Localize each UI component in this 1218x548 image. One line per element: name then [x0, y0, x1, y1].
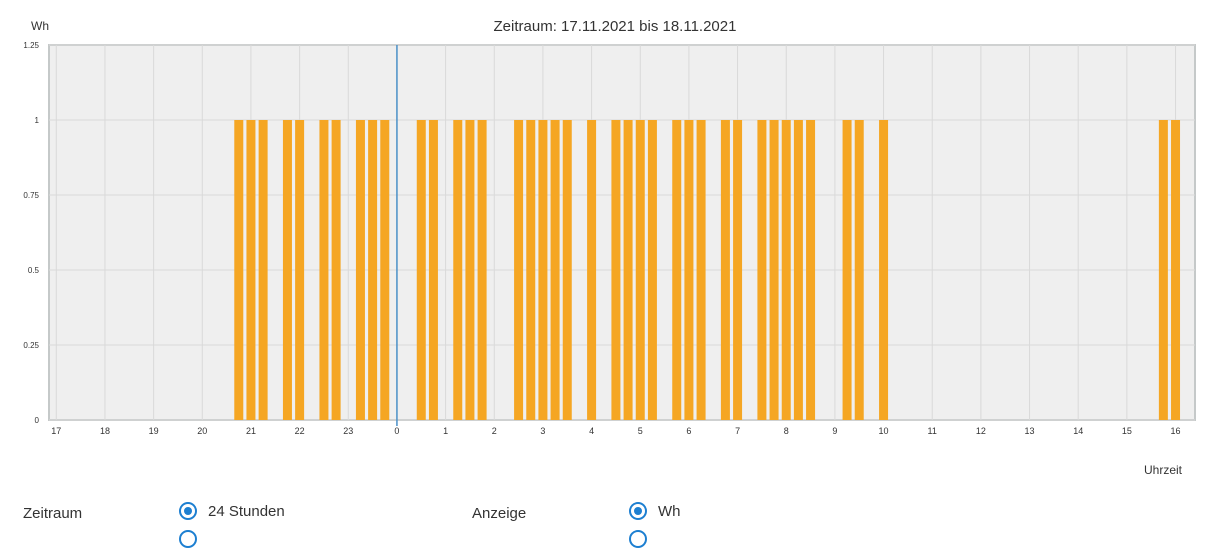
x-tick-label: 21	[246, 426, 256, 436]
bar	[514, 120, 524, 420]
bar	[428, 120, 438, 420]
bar	[757, 120, 767, 420]
y-tick-label: 1.25	[23, 41, 39, 50]
radio-unselected-icon[interactable]	[629, 530, 647, 548]
x-tick-label: 12	[976, 426, 986, 436]
bar	[465, 120, 475, 420]
bar	[331, 120, 341, 420]
bar	[550, 120, 560, 420]
x-tick-label: 1	[443, 426, 448, 436]
x-tick-label: 23	[343, 426, 353, 436]
y-tick-label: 0.5	[28, 266, 40, 275]
anzeige-option-label: Wh	[658, 502, 681, 520]
chart-title: Zeitraum: 17.11.2021 bis 18.11.2021	[494, 18, 737, 35]
bar	[282, 120, 292, 420]
bar	[647, 120, 657, 420]
zeitraum-option-label: 24 Stunden	[208, 502, 285, 520]
x-tick-label: 9	[832, 426, 837, 436]
anzeige-label: Anzeige	[472, 505, 527, 522]
bar	[854, 120, 864, 420]
anzeige-option-wh[interactable]: Wh	[629, 502, 681, 520]
x-tick-label: 13	[1025, 426, 1035, 436]
bar	[526, 120, 536, 420]
bar	[623, 120, 633, 420]
bar	[672, 120, 682, 420]
bar	[611, 120, 621, 420]
bar	[781, 120, 791, 420]
bars	[234, 120, 1181, 420]
chart-controls: Zeitraum 24 Stunden Anzeige Wh	[0, 496, 1218, 548]
y-axis-label: Wh	[31, 19, 49, 33]
bar	[587, 120, 597, 420]
bar	[295, 120, 305, 420]
x-tick-label: 16	[1171, 426, 1181, 436]
bar	[842, 120, 852, 420]
bar	[1171, 120, 1181, 420]
bar	[453, 120, 463, 420]
zeitraum-option-24h[interactable]: 24 Stunden	[179, 502, 285, 520]
bar	[368, 120, 378, 420]
bar	[879, 120, 889, 420]
x-tick-label: 2	[492, 426, 497, 436]
y-tick-label: 0.75	[23, 191, 39, 200]
energy-bar-chart: Zeitraum: 17.11.2021 bis 18.11.2021 Wh 0…	[23, 18, 1196, 477]
bar	[793, 120, 803, 420]
x-tick-label: 15	[1122, 426, 1132, 436]
x-tick-label: 4	[589, 426, 594, 436]
x-axis-label: Uhrzeit	[1144, 463, 1183, 477]
bar	[684, 120, 694, 420]
y-tick-labels: 0 0.25 0.5 0.75 1 1.25	[23, 41, 39, 425]
bar	[696, 120, 706, 420]
x-tick-label: 5	[638, 426, 643, 436]
bar	[562, 120, 572, 420]
x-tick-label: 22	[295, 426, 305, 436]
bar	[355, 120, 365, 420]
bar	[1158, 120, 1168, 420]
bar	[635, 120, 645, 420]
x-tick-label: 14	[1073, 426, 1083, 436]
bar	[538, 120, 548, 420]
x-tick-label: 8	[784, 426, 789, 436]
bar	[806, 120, 816, 420]
bar	[246, 120, 256, 420]
x-tick-label: 3	[540, 426, 545, 436]
radio-selected-icon[interactable]	[179, 502, 197, 520]
bar	[380, 120, 390, 420]
x-tick-label: 0	[394, 426, 399, 436]
bar	[720, 120, 730, 420]
y-tick-label: 1	[35, 116, 40, 125]
plot-area	[48, 44, 1196, 421]
y-tick-label: 0.25	[23, 341, 39, 350]
x-tick-label: 10	[879, 426, 889, 436]
x-tick-label: 11	[928, 426, 937, 436]
bar	[319, 120, 329, 420]
y-tick-label: 0	[35, 416, 40, 425]
radio-unselected-icon[interactable]	[179, 530, 197, 548]
zeitraum-label: Zeitraum	[23, 505, 83, 522]
bar	[258, 120, 268, 420]
bar	[769, 120, 779, 420]
bar	[234, 120, 244, 420]
x-tick-label: 18	[100, 426, 110, 436]
bar	[477, 120, 487, 420]
bar	[733, 120, 743, 420]
radio-selected-icon[interactable]	[629, 502, 647, 520]
x-tick-label: 6	[686, 426, 691, 436]
x-tick-label: 20	[197, 426, 207, 436]
x-tick-label: 7	[735, 426, 740, 436]
bar	[416, 120, 426, 420]
x-tick-label: 19	[149, 426, 159, 436]
x-tick-labels: 17 18 19 20 21 22 23 0 1 2 3 4 5 6 7 8 9 10 11 12 13 14 15 16	[51, 426, 1180, 436]
x-tick-label: 17	[51, 426, 61, 436]
